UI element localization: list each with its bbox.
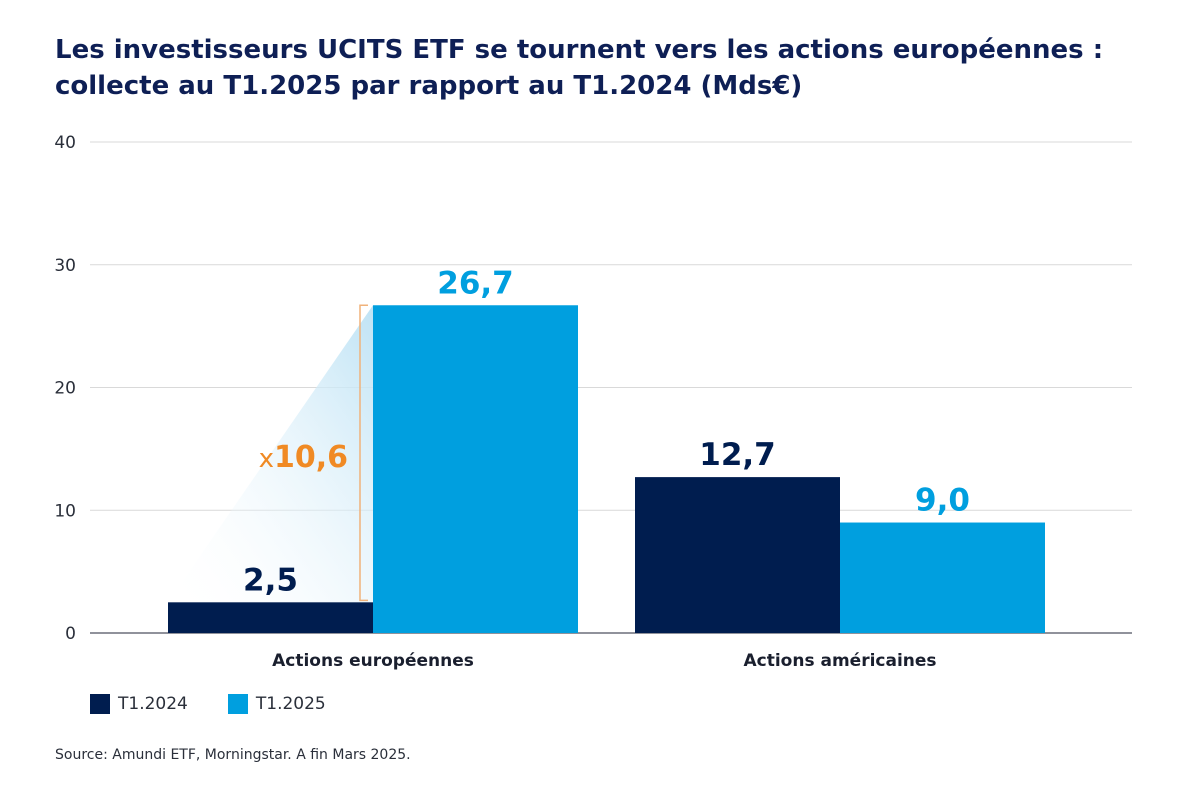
legend-swatch-t1-2024 bbox=[90, 694, 110, 714]
y-tick-label-20: 20 bbox=[54, 379, 76, 399]
chart-title-line-2: collecte au T1.2025 par rapport au T1.20… bbox=[55, 71, 803, 101]
bar-0-1 bbox=[373, 305, 578, 633]
bar-0-0 bbox=[168, 602, 373, 633]
bar-value-label-0-0: 2,5 bbox=[243, 562, 298, 598]
growth-multiplier-prefix: x bbox=[259, 444, 274, 474]
bar-value-label-1-1: 9,0 bbox=[915, 483, 970, 519]
growth-multiplier-label: x10,6 bbox=[259, 440, 348, 475]
legend: T1.2024 T1.2025 bbox=[90, 694, 366, 714]
growth-bracket bbox=[359, 304, 368, 602]
y-tick-label-0: 0 bbox=[65, 624, 76, 644]
growth-wedge bbox=[168, 305, 373, 603]
legend-swatch-t1-2025 bbox=[227, 694, 248, 714]
bar-value-label-1-0: 12,7 bbox=[699, 437, 776, 473]
category-label-0: Actions européennes bbox=[272, 651, 474, 671]
legend-label-t1-2025: T1.2025 bbox=[255, 694, 326, 714]
category-label-1: Actions américaines bbox=[743, 651, 936, 671]
y-tick-label-10: 10 bbox=[54, 501, 76, 521]
legend-label-t1-2024: T1.2024 bbox=[118, 694, 188, 714]
y-tick-label-30: 30 bbox=[54, 256, 76, 276]
growth-multiplier-value: 10,6 bbox=[274, 440, 348, 475]
chart-title-line-1: Les investisseurs UCITS ETF se tournent … bbox=[55, 35, 1104, 65]
source-note: Source: Amundi ETF, Morningstar. A fin M… bbox=[55, 747, 411, 763]
legend-item-t1-2025: T1.2025 bbox=[227, 694, 326, 714]
chart-title: Les investisseurs UCITS ETF se tournent … bbox=[55, 32, 1155, 104]
bar-1-1 bbox=[840, 522, 1045, 633]
bar-value-label-0-1: 26,7 bbox=[437, 265, 514, 301]
y-tick-label-40: 40 bbox=[54, 133, 76, 153]
legend-item-t1-2024: T1.2024 bbox=[90, 694, 188, 714]
bar-1-0 bbox=[635, 477, 840, 633]
